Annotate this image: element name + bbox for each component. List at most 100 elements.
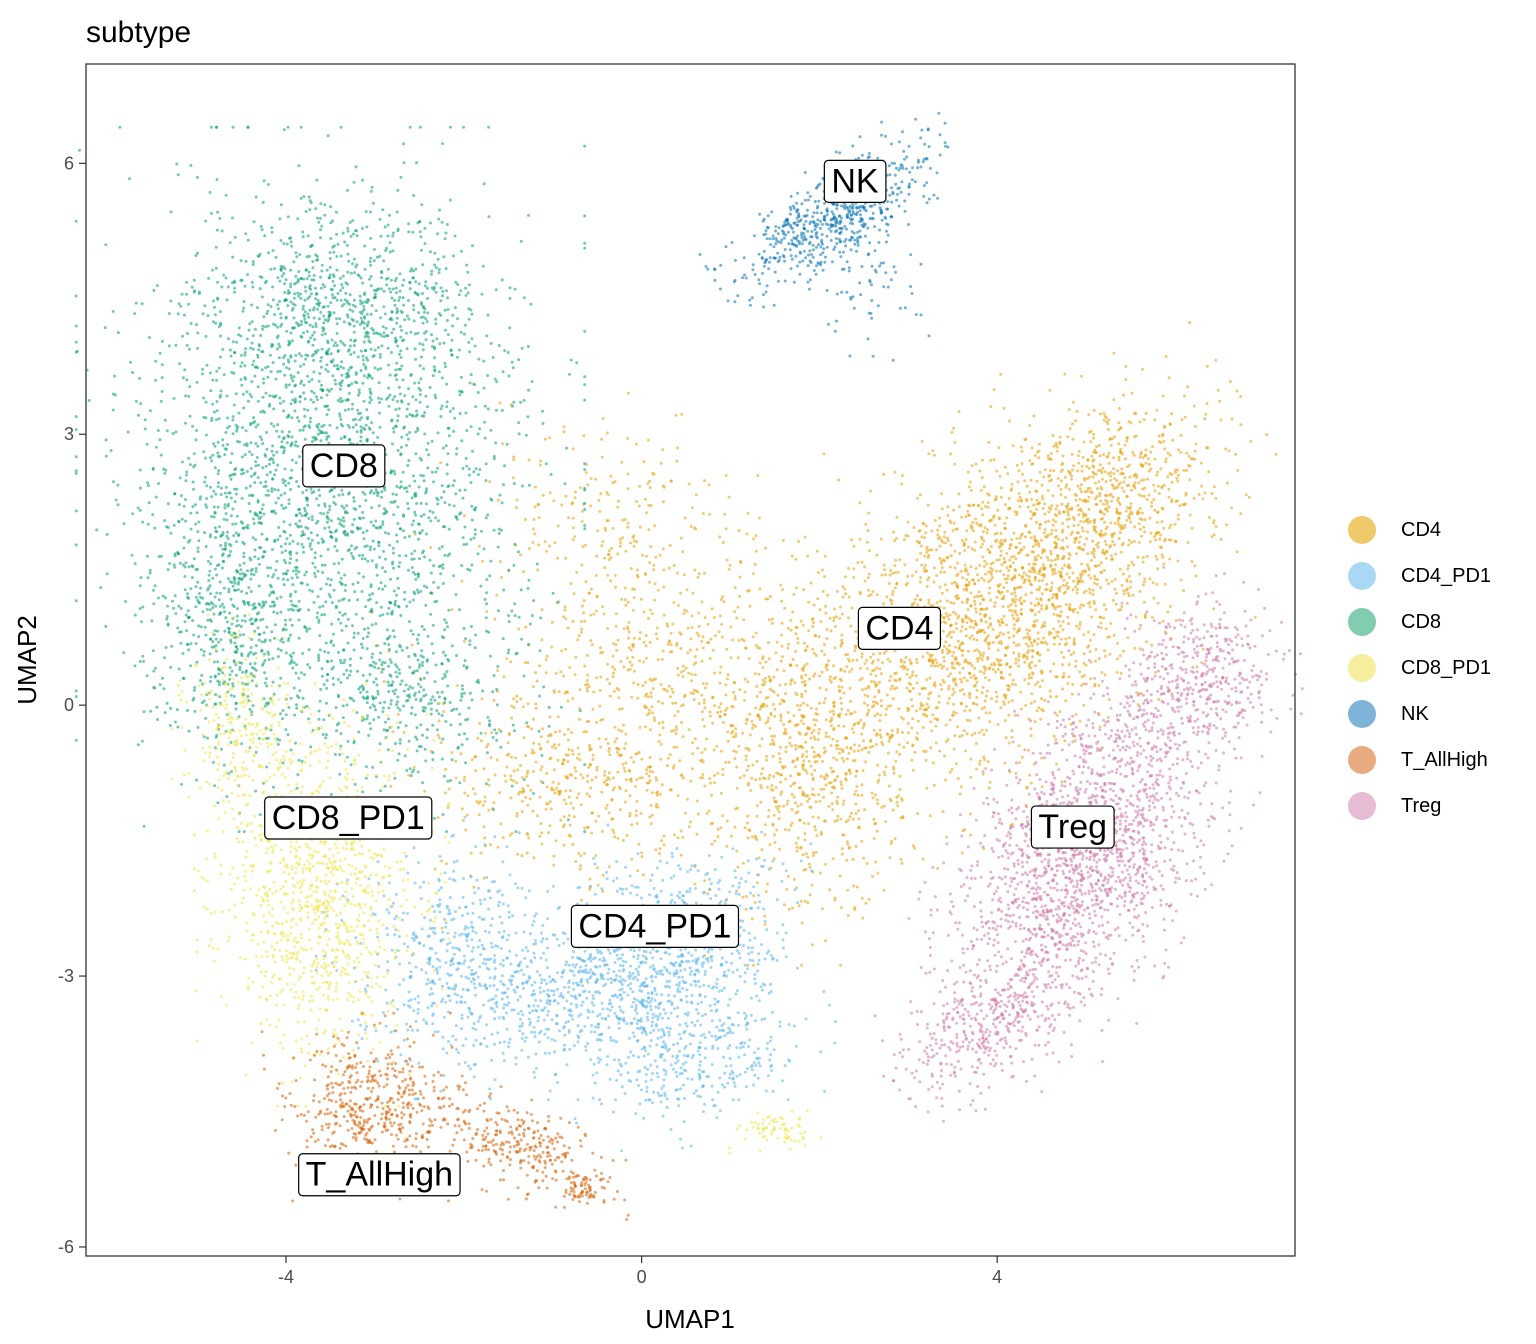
data-point <box>1133 646 1137 650</box>
data-point <box>442 1074 446 1077</box>
data-point <box>931 659 935 663</box>
data-point <box>589 639 593 643</box>
data-point <box>567 833 571 837</box>
data-point <box>882 651 886 655</box>
data-point <box>982 755 986 759</box>
data-point <box>757 516 761 520</box>
data-point <box>873 714 877 718</box>
data-point <box>572 526 575 530</box>
data-point <box>1058 586 1062 589</box>
data-point <box>884 649 888 653</box>
data-point <box>585 654 589 657</box>
data-point <box>546 740 550 744</box>
data-point <box>656 1015 660 1019</box>
data-point <box>1074 585 1078 589</box>
data-point <box>595 721 599 724</box>
data-point <box>657 740 661 743</box>
data-point <box>651 471 655 475</box>
data-point <box>700 639 704 643</box>
data-point <box>935 661 939 665</box>
data-point <box>619 998 623 1002</box>
data-point <box>1079 519 1083 523</box>
data-point <box>830 802 834 806</box>
data-point <box>1074 659 1078 663</box>
data-point <box>700 751 704 755</box>
data-point <box>544 1027 548 1031</box>
data-point <box>1018 585 1022 589</box>
data-point <box>661 547 665 551</box>
data-point <box>1029 701 1033 705</box>
data-point <box>848 815 852 819</box>
data-point <box>708 710 712 714</box>
data-point <box>782 700 786 704</box>
data-point <box>1087 507 1091 511</box>
data-point <box>1033 575 1037 579</box>
data-point <box>852 567 856 571</box>
data-point <box>954 612 958 616</box>
data-point <box>768 678 772 682</box>
data-point <box>792 795 796 799</box>
data-point <box>806 901 810 905</box>
data-point <box>648 756 652 759</box>
data-point <box>1136 555 1140 559</box>
data-point <box>980 728 984 732</box>
data-point <box>1065 581 1069 585</box>
data-point <box>841 748 844 752</box>
data-point <box>768 843 772 847</box>
data-point <box>524 754 528 757</box>
data-point <box>729 834 733 838</box>
data-point <box>1157 434 1161 438</box>
data-point <box>822 787 826 791</box>
data-point <box>847 818 850 822</box>
data-point <box>621 723 625 727</box>
data-point <box>595 676 599 680</box>
data-point <box>1071 422 1074 426</box>
data-point <box>824 939 827 943</box>
data-point <box>1010 487 1013 491</box>
data-point <box>895 800 899 804</box>
data-point <box>1017 664 1021 668</box>
data-point <box>1193 457 1196 461</box>
data-point <box>986 505 990 509</box>
data-point <box>627 630 631 634</box>
data-point <box>696 746 700 750</box>
data-point <box>885 693 889 697</box>
data-point <box>521 787 525 790</box>
data-point <box>1027 638 1031 642</box>
data-point <box>915 594 919 598</box>
data-point <box>652 598 656 602</box>
data-point <box>593 1030 597 1034</box>
data-point <box>718 671 722 675</box>
data-point <box>1061 628 1065 632</box>
data-point <box>1218 399 1222 403</box>
data-point <box>1027 676 1031 680</box>
data-point <box>964 538 968 541</box>
data-point <box>949 543 953 547</box>
data-point <box>995 469 999 473</box>
data-point <box>675 745 679 749</box>
data-point <box>863 808 867 812</box>
data-point <box>1089 440 1093 444</box>
data-point <box>692 692 695 696</box>
data-point <box>592 612 596 616</box>
data-point <box>807 797 811 801</box>
data-point <box>1055 695 1058 699</box>
data-point <box>839 701 843 705</box>
data-point <box>855 658 859 662</box>
data-point <box>628 794 632 798</box>
data-point <box>571 752 575 756</box>
data-point <box>643 571 647 575</box>
data-point <box>810 943 814 947</box>
data-point <box>617 499 620 503</box>
data-point <box>1055 762 1059 766</box>
data-point <box>869 672 873 676</box>
data-point <box>768 726 772 730</box>
data-point <box>1129 541 1133 544</box>
data-point <box>1076 523 1080 527</box>
data-point <box>999 542 1003 546</box>
data-point <box>927 452 931 456</box>
data-point <box>1161 619 1165 623</box>
data-point <box>1176 479 1180 483</box>
data-point <box>960 785 963 789</box>
data-point <box>943 583 947 587</box>
